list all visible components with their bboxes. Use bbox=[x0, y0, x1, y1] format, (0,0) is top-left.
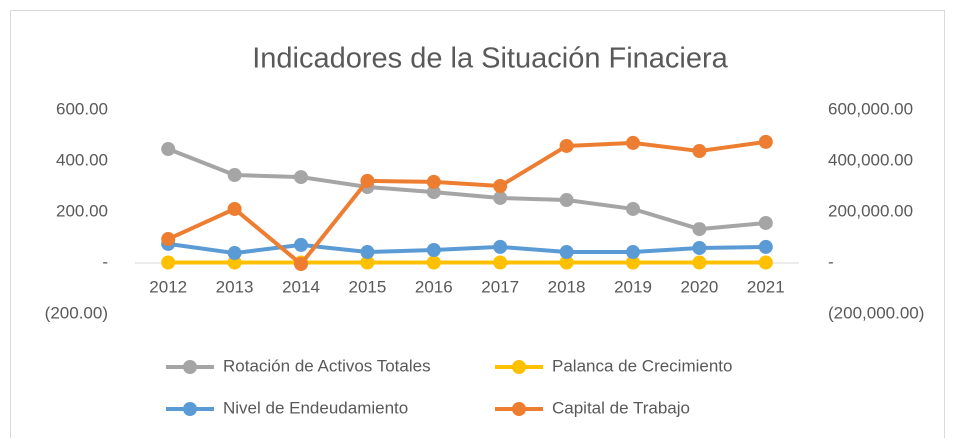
data-point bbox=[161, 232, 176, 247]
legend-label: Nivel de Endeudamiento bbox=[223, 398, 408, 417]
y2-tick-label: 200,000.00 bbox=[828, 201, 913, 220]
x-tick-label: 2018 bbox=[548, 277, 586, 296]
x-tick-label: 2017 bbox=[481, 277, 519, 296]
data-point bbox=[227, 168, 242, 183]
data-point bbox=[559, 245, 574, 260]
x-tick-label: 2016 bbox=[415, 277, 453, 296]
legend-marker bbox=[512, 360, 526, 374]
legend-marker bbox=[183, 402, 197, 416]
data-point bbox=[426, 242, 441, 257]
data-point bbox=[227, 201, 242, 216]
data-point bbox=[692, 240, 707, 255]
chart-frame bbox=[10, 10, 945, 443]
legend-label: Rotación de Activos Totales bbox=[223, 356, 431, 375]
legend-label: Capital de Trabajo bbox=[552, 398, 690, 417]
data-point bbox=[626, 201, 640, 216]
data-point bbox=[758, 239, 773, 254]
data-point bbox=[161, 142, 176, 157]
series-line bbox=[167, 139, 767, 267]
data-point bbox=[493, 239, 508, 254]
data-point bbox=[493, 190, 508, 205]
x-tick-label: 2020 bbox=[680, 277, 718, 296]
chart-title: Indicadores de la Situación Finaciera bbox=[252, 43, 728, 75]
series-line bbox=[167, 147, 766, 232]
y2-tick-label: - bbox=[828, 252, 834, 271]
data-point bbox=[692, 222, 707, 237]
data-point bbox=[294, 257, 308, 272]
data-point bbox=[692, 144, 707, 159]
data-point bbox=[426, 255, 441, 270]
data-point bbox=[360, 255, 375, 270]
y-tick-label: 600.00 bbox=[56, 99, 108, 118]
data-point bbox=[426, 185, 441, 200]
y-tick-label: (200.00) bbox=[45, 303, 108, 322]
y2-tick-label: 400,000.00 bbox=[828, 150, 913, 169]
legend-marker bbox=[183, 360, 197, 374]
data-point bbox=[758, 255, 773, 270]
y-tick-label: 200.00 bbox=[56, 201, 108, 220]
data-point bbox=[626, 255, 640, 270]
x-tick-label: 2021 bbox=[747, 277, 785, 296]
data-point bbox=[227, 246, 242, 261]
data-point bbox=[493, 255, 508, 270]
data-point bbox=[360, 173, 375, 188]
x-tick-label: 2019 bbox=[614, 277, 652, 296]
legend-label: Palanca de Crecimiento bbox=[552, 356, 732, 375]
data-point bbox=[758, 134, 773, 149]
x-tick-label: 2015 bbox=[348, 277, 386, 296]
data-point bbox=[493, 178, 508, 193]
data-point bbox=[758, 215, 773, 230]
data-point bbox=[161, 255, 176, 270]
data-point bbox=[692, 255, 707, 270]
y-tick-label: - bbox=[102, 252, 108, 271]
y-tick-label: 400.00 bbox=[56, 150, 108, 169]
data-point bbox=[559, 193, 574, 208]
data-point bbox=[559, 255, 574, 270]
data-point bbox=[626, 245, 640, 260]
data-point bbox=[294, 170, 308, 185]
data-point bbox=[360, 245, 375, 260]
data-point bbox=[626, 135, 640, 150]
x-tick-label: 2013 bbox=[216, 277, 254, 296]
legend-marker bbox=[512, 402, 526, 416]
data-point bbox=[426, 174, 441, 189]
x-tick-label: 2014 bbox=[282, 277, 320, 296]
y2-tick-label: (200,000.00) bbox=[828, 303, 924, 322]
x-tick-label: 2012 bbox=[149, 277, 187, 296]
y2-tick-label: 600,000.00 bbox=[828, 99, 913, 118]
data-point bbox=[294, 237, 308, 252]
data-point bbox=[559, 138, 574, 153]
series-line bbox=[167, 241, 766, 256]
